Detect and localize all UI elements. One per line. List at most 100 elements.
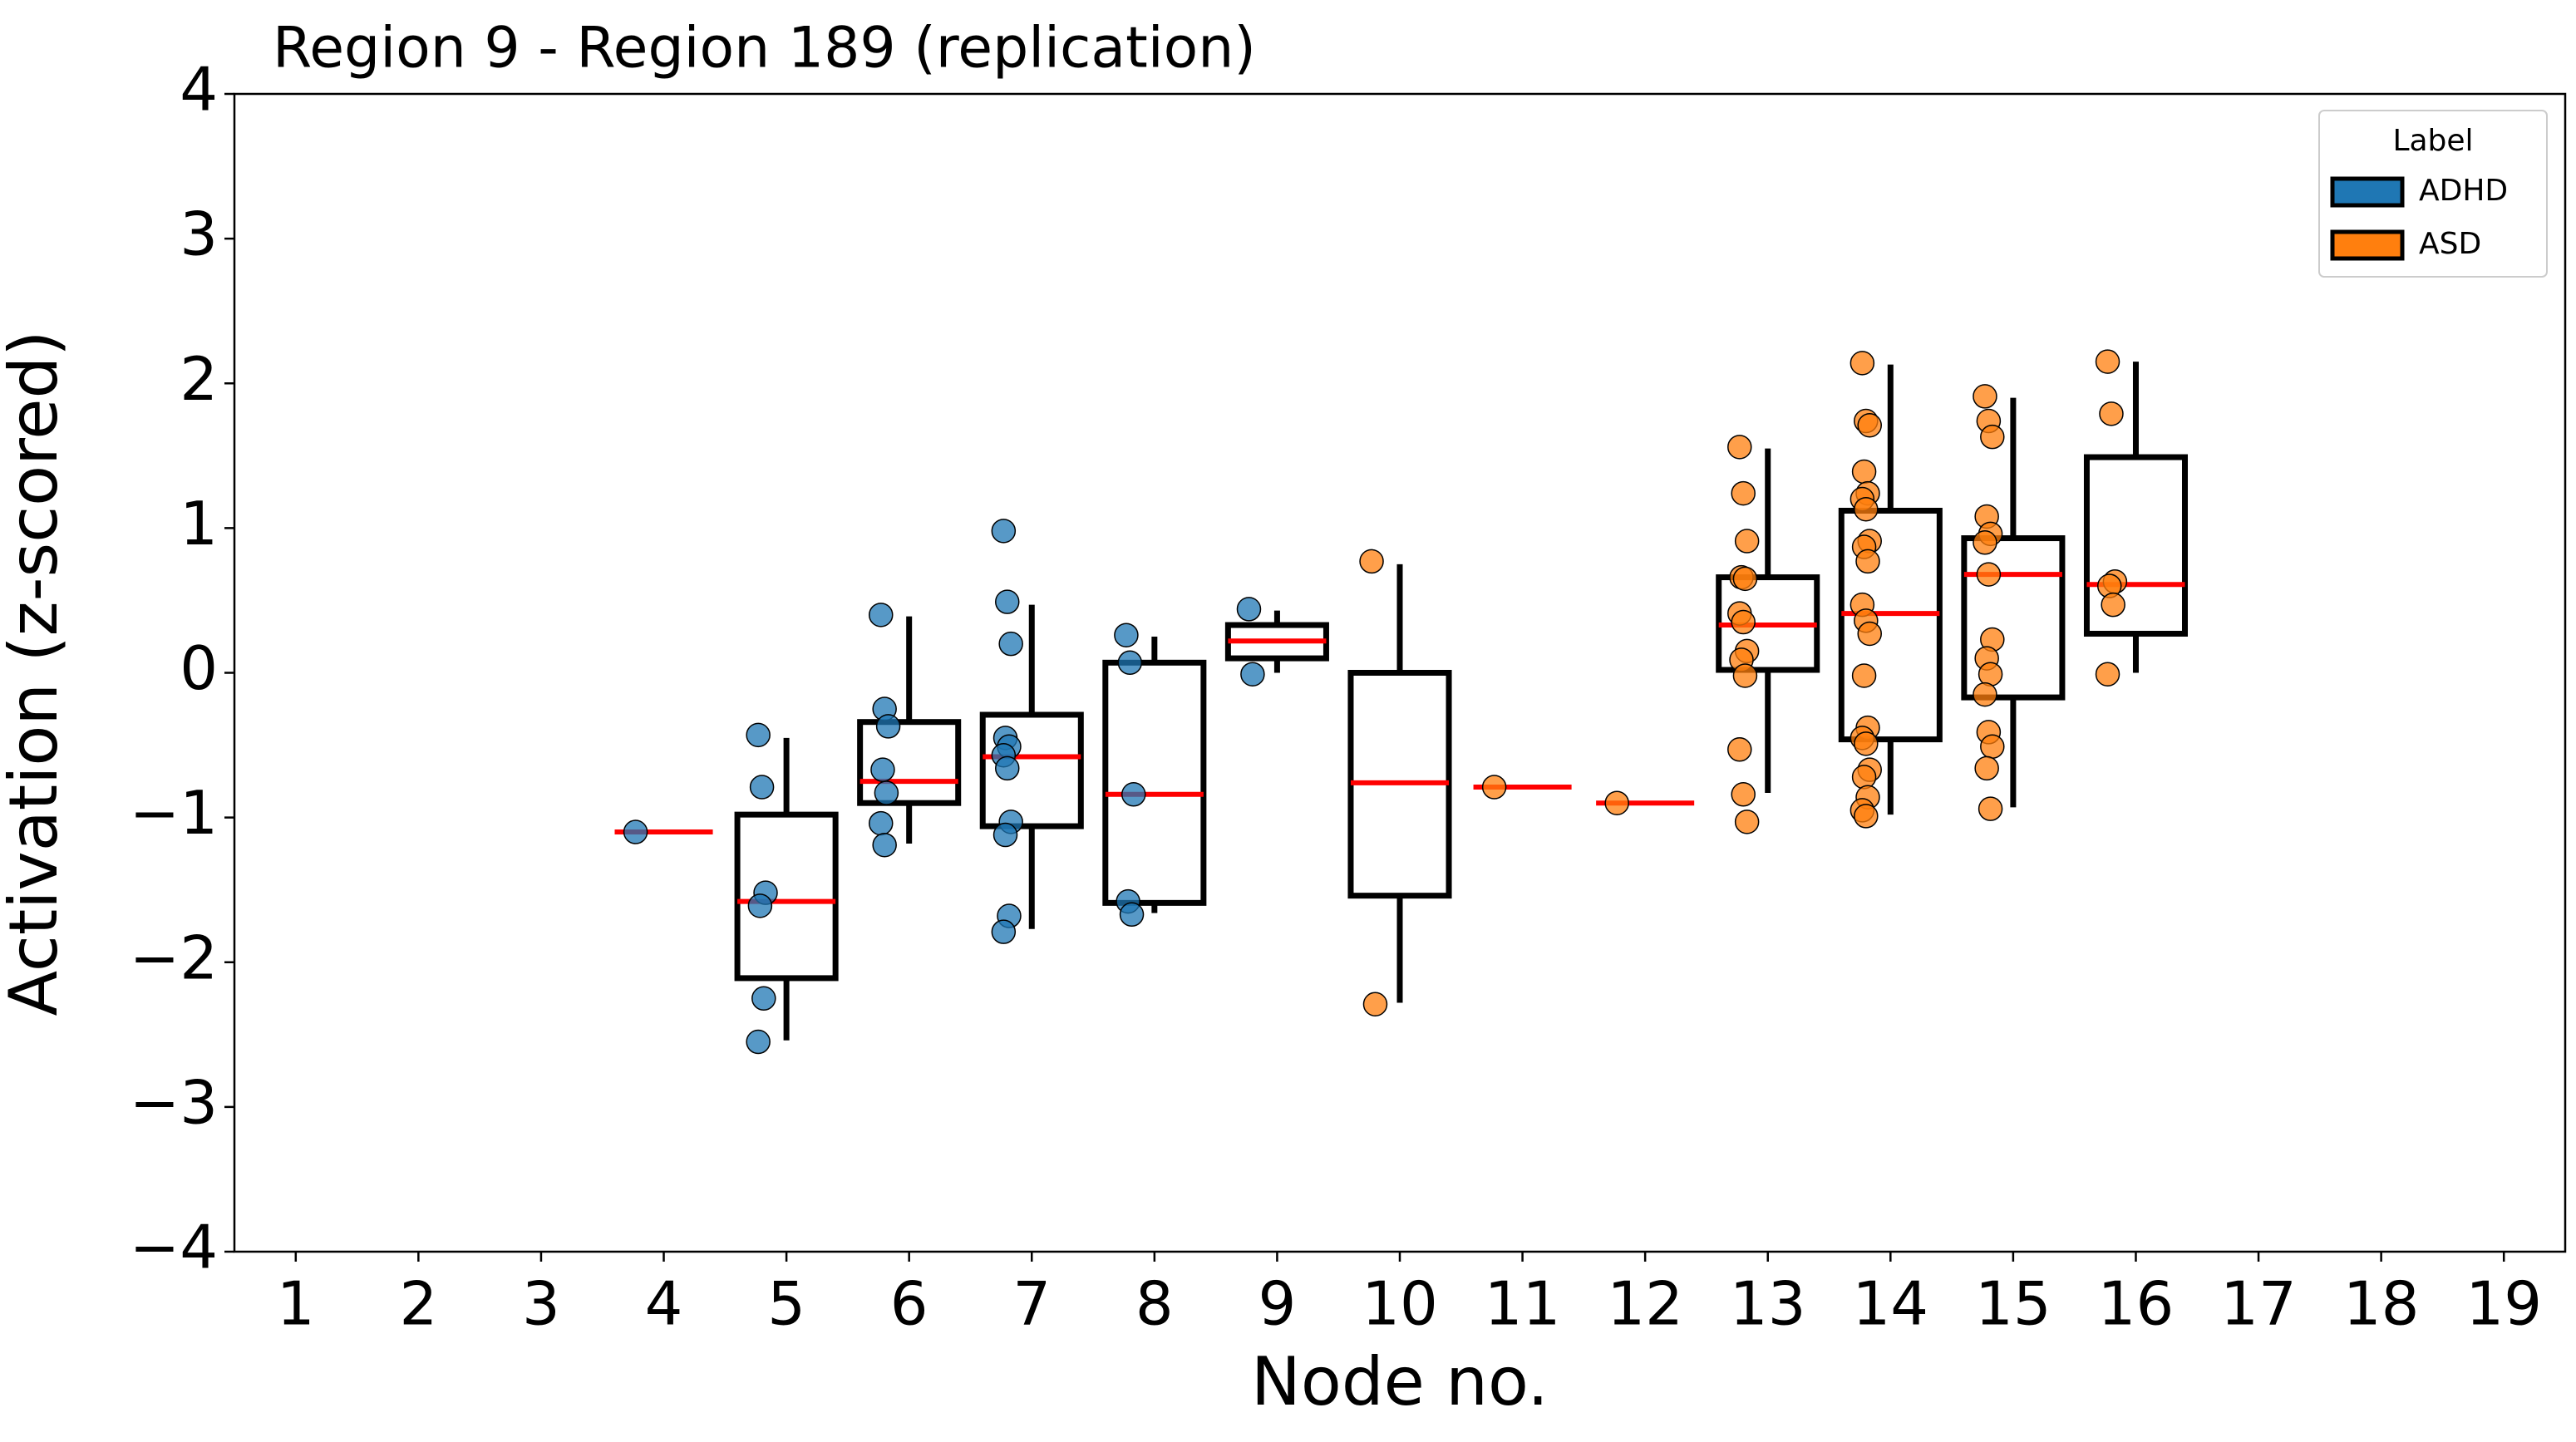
data-point [1727, 737, 1752, 762]
data-point [872, 832, 897, 858]
data-point [1857, 412, 1882, 438]
data-point [1734, 810, 1760, 834]
data-point [1240, 662, 1265, 687]
x-tick-label: 11 [1485, 1269, 1561, 1339]
data-point [1732, 566, 1758, 592]
box [1961, 535, 2066, 701]
x-tick-label: 15 [1975, 1269, 2051, 1339]
data-point [1854, 804, 1879, 829]
x-tick-label: 8 [1135, 1269, 1174, 1339]
box [979, 711, 1084, 829]
x-tick-label: 4 [645, 1269, 683, 1339]
legend-swatch [2330, 229, 2405, 261]
x-tick-label: 13 [1730, 1269, 1806, 1339]
data-point [1731, 782, 1756, 807]
data-point [1973, 384, 1997, 409]
data-point [1731, 609, 1756, 635]
data-point [991, 919, 1017, 944]
data-point [992, 822, 1018, 848]
y-tick-label: −4 [130, 1213, 218, 1282]
data-point [1854, 496, 1879, 522]
data-point [1854, 731, 1879, 756]
y-tick-label: 1 [180, 489, 218, 559]
data-point [2095, 349, 2120, 374]
x-tick-label: 19 [2465, 1269, 2542, 1339]
data-point [868, 603, 894, 627]
legend-label: ASD [2419, 227, 2481, 261]
x-tick-label: 5 [767, 1269, 805, 1339]
data-point [1851, 765, 1877, 790]
box [1838, 507, 1943, 743]
data-point [749, 775, 775, 800]
data-point [2099, 401, 2124, 426]
box [734, 811, 839, 982]
data-point [1980, 424, 2005, 450]
data-point [751, 986, 776, 1011]
y-tick-label: −1 [130, 778, 218, 848]
data-point [1359, 549, 1384, 574]
data-point [1978, 662, 2003, 687]
x-tick-label: 10 [1362, 1269, 1438, 1339]
data-point [1727, 435, 1752, 460]
x-tick-label: 2 [399, 1269, 437, 1339]
data-point [1731, 480, 1756, 506]
data-point [874, 780, 899, 805]
legend-label: ADHD [2419, 174, 2508, 208]
x-tick-label: 3 [522, 1269, 560, 1339]
data-point [998, 631, 1023, 657]
data-point [1114, 623, 1139, 647]
y-tick-label: 3 [180, 199, 218, 269]
box [857, 719, 962, 806]
data-point [747, 893, 773, 918]
x-tick-label: 9 [1258, 1269, 1297, 1339]
data-point [1121, 782, 1146, 807]
data-point [1734, 529, 1760, 554]
data-point [1857, 621, 1882, 647]
y-tick-label: −3 [130, 1067, 218, 1137]
legend-title: Label [2392, 124, 2473, 158]
x-tick-label: 12 [1607, 1269, 1683, 1339]
data-point [1849, 351, 1875, 376]
data-point [1481, 775, 1507, 800]
x-tick-label: 1 [277, 1269, 315, 1339]
data-point [1851, 459, 1877, 485]
data-point [868, 810, 894, 836]
data-point [994, 589, 1020, 614]
data-point [1976, 562, 2002, 587]
data-point [1119, 902, 1145, 928]
x-tick-label: 6 [890, 1269, 928, 1339]
legend-swatch [2330, 176, 2405, 208]
y-tick-label: 0 [180, 633, 218, 703]
x-tick-label: 14 [1853, 1269, 1929, 1339]
data-point [1732, 663, 1758, 688]
data-point [623, 819, 648, 844]
data-point [1973, 682, 1997, 707]
x-tick-label: 7 [1012, 1269, 1051, 1339]
data-point [1855, 549, 1880, 574]
box [2083, 454, 2189, 637]
x-tick-label: 18 [2343, 1269, 2420, 1339]
data-point [2101, 592, 2125, 618]
data-point [1978, 796, 2003, 821]
chart-title: Region 9 - Region 189 (replication) [273, 16, 1256, 81]
y-axis-label: Activation (z-scored) [0, 331, 72, 1016]
data-point [994, 755, 1020, 781]
y-tick-label: 4 [180, 55, 218, 125]
data-point [1604, 790, 1629, 815]
x-tick-label: 16 [2098, 1269, 2175, 1339]
x-axis-label: Node no. [1251, 1343, 1549, 1420]
data-point [870, 757, 895, 782]
data-point [1236, 597, 1262, 622]
box [1102, 659, 1207, 906]
data-point [1117, 650, 1143, 676]
data-point [875, 714, 901, 739]
data-point [1851, 663, 1877, 688]
x-tick-label: 17 [2220, 1269, 2297, 1339]
data-point [1974, 755, 1999, 781]
data-point [991, 519, 1017, 544]
data-point [1362, 992, 1388, 1016]
data-point [746, 722, 771, 748]
data-point [1973, 530, 1997, 555]
data-point [2095, 662, 2120, 687]
